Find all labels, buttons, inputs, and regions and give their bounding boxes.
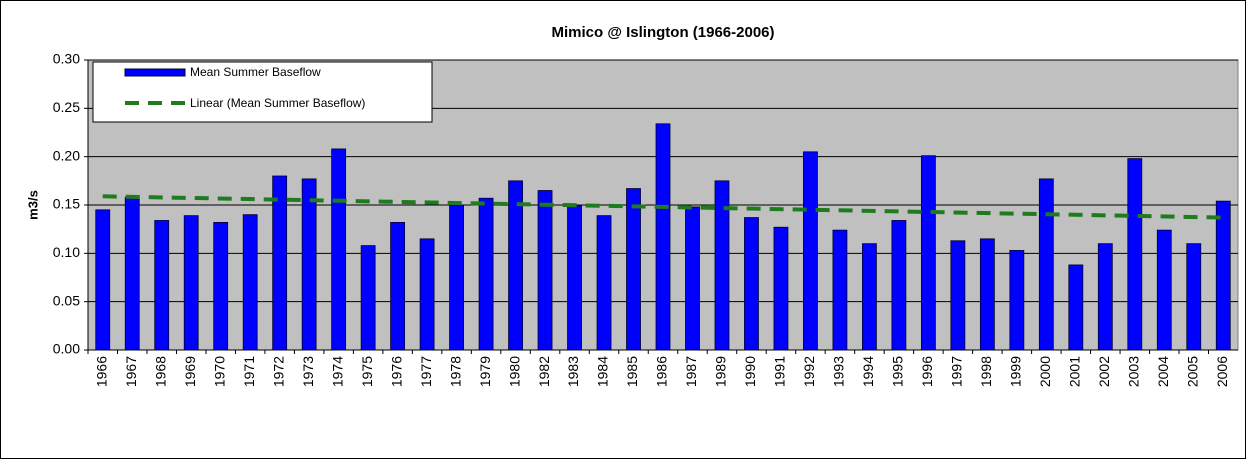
x-tick-label: 1991 (772, 356, 788, 387)
bar (449, 204, 464, 351)
bar (714, 180, 730, 351)
bar (301, 178, 317, 351)
bar (124, 196, 140, 351)
bar (242, 214, 258, 351)
x-tick-label: 2003 (1125, 356, 1141, 387)
bar (773, 226, 789, 351)
x-tick-label: 1982 (536, 356, 552, 387)
x-tick-label: 1993 (831, 356, 847, 387)
x-tick-label: 2002 (1096, 356, 1112, 387)
x-tick-label: 1978 (447, 356, 463, 387)
bar (390, 221, 406, 351)
x-tick-label: 1990 (742, 356, 758, 387)
x-tick-label: 1985 (624, 356, 640, 387)
x-tick-label: 1969 (182, 356, 198, 387)
y-axis-label: m3/s (25, 190, 40, 220)
trend-line (102, 194, 1224, 220)
bar (1009, 250, 1025, 351)
x-tick-label: 1974 (329, 356, 345, 387)
x-tick-label: 2004 (1155, 356, 1171, 387)
bar (183, 215, 199, 351)
bar (744, 217, 759, 351)
x-tick-label: 1995 (890, 356, 906, 387)
bar (508, 180, 523, 351)
bar (685, 206, 700, 351)
bar (979, 238, 995, 351)
x-tick-label: 1997 (949, 356, 965, 387)
bar (1215, 200, 1231, 351)
bar (360, 245, 376, 351)
x-tick-label: 1984 (595, 356, 611, 387)
x-tick-label: 1987 (683, 356, 699, 387)
bar (832, 229, 848, 351)
x-tick-label: 1994 (860, 356, 876, 387)
x-tick-label: 2005 (1184, 356, 1200, 387)
x-tick-label: 1996 (919, 356, 935, 387)
chart-title: Mimico @ Islington (1966-2006) (551, 24, 774, 41)
bar (419, 238, 435, 351)
x-tick-label: 1970 (211, 356, 227, 387)
x-tick-label: 1999 (1008, 356, 1024, 387)
bar (1097, 243, 1113, 351)
bar (213, 221, 229, 351)
x-tick-label: 1977 (418, 356, 434, 387)
bar (154, 220, 170, 351)
x-tick-label: 1973 (300, 356, 316, 387)
bar (891, 220, 907, 351)
bar (803, 151, 818, 351)
bar (626, 188, 641, 351)
bar (920, 155, 936, 351)
x-tick-label: 2006 (1214, 356, 1230, 387)
bar (950, 240, 966, 351)
bar (1186, 243, 1202, 351)
x-tick-label: 1975 (359, 356, 375, 387)
x-tick-label: 1983 (565, 356, 581, 387)
x-tick-label: 1986 (654, 356, 670, 387)
y-tick-label: 0.15 (53, 196, 80, 212)
bar (1156, 229, 1172, 351)
bar (596, 215, 612, 351)
bar (567, 205, 582, 351)
y-tick-label: 0.05 (53, 292, 80, 308)
bar (272, 175, 288, 351)
x-tick-label: 1976 (388, 356, 404, 387)
x-tick-label: 1972 (270, 356, 286, 387)
x-tick-label: 1992 (801, 356, 817, 387)
x-tick-label: 1967 (123, 356, 139, 387)
bar (95, 209, 111, 351)
x-tick-label: 1998 (978, 356, 994, 387)
x-tick-label: 1979 (477, 356, 493, 387)
y-tick-label: 0.20 (53, 147, 80, 163)
x-tick-label: 1966 (93, 356, 109, 387)
x-tick-label: 2000 (1037, 356, 1053, 387)
bar (1127, 158, 1143, 351)
bar (862, 243, 877, 351)
bar (1038, 178, 1054, 351)
bar (655, 123, 671, 351)
bar (478, 197, 494, 351)
x-tick-label: 1971 (241, 356, 257, 387)
bar (331, 148, 347, 351)
bar (1068, 264, 1084, 351)
x-tick-label: 2001 (1067, 356, 1083, 387)
legend-swatch (124, 68, 186, 77)
y-tick-label: 0.30 (53, 51, 80, 67)
bar (537, 190, 553, 351)
y-tick-label: 0.00 (53, 341, 80, 357)
legend-label: Linear (Mean Summer Baseflow) (190, 96, 365, 110)
x-tick-label: 1968 (152, 356, 168, 387)
legend-label: Mean Summer Baseflow (190, 65, 321, 79)
y-tick-label: 0.10 (53, 244, 80, 260)
x-tick-label: 1989 (713, 356, 729, 387)
x-tick-label: 1980 (506, 356, 522, 387)
y-tick-label: 0.25 (53, 99, 80, 115)
